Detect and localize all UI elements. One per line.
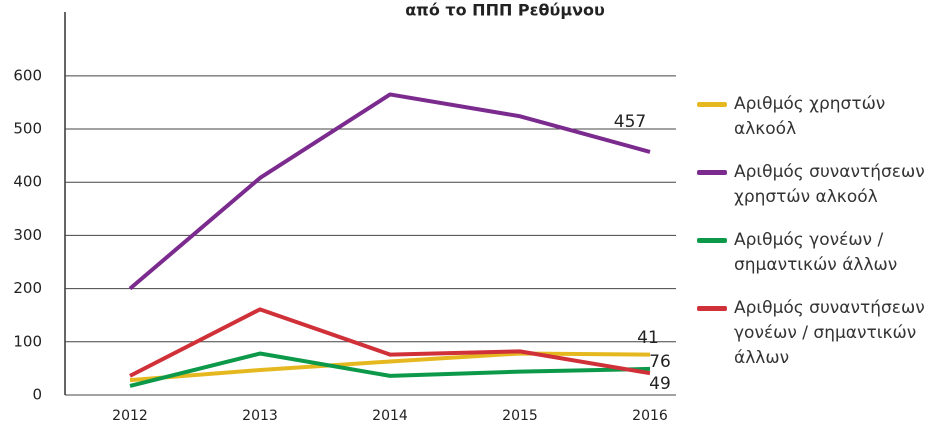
x-tick-label: 2013 [242,408,278,424]
data-label: 41 [637,328,659,348]
series-line [129,351,651,388]
legend-swatch [697,306,727,311]
legend-label: Αριθμός συναντήσεων γονέων / σημαντικών … [734,298,925,368]
data-label: 457 [614,112,646,132]
legend-swatch [697,102,727,107]
y-tick-label: 300 [13,226,42,244]
data-label: 76 [649,352,671,372]
legend: Αριθμός χρηστών αλκοόλ Αριθμός συναντήσεω… [697,92,947,389]
series-line [129,351,651,383]
legend-item: Αριθμός γονέων / σημαντικών άλλων [697,228,947,278]
series-line [128,92,651,291]
y-tick-label: 100 [13,332,42,350]
x-tick-label: 2012 [112,408,148,424]
y-tick-label: 200 [13,279,42,297]
legend-item: Αριθμός χρηστών αλκοόλ [697,92,947,142]
x-tick-label: 2016 [632,408,668,424]
y-tick-label: 400 [13,173,42,191]
y-tick-label: 600 [13,66,42,84]
y-tick-label: 500 [13,120,42,138]
legend-label: Αριθμός γονέων / σημαντικών άλλων [734,230,898,275]
legend-swatch [697,238,727,243]
chart-title: από το ΠΠΠ Ρεθύμνου [405,1,605,20]
legend-swatch [697,170,727,175]
data-label: 49 [649,374,671,394]
legend-label: Αριθμός συναντήσεων χρηστών αλκοόλ [734,162,925,207]
x-tick-label: 2014 [372,408,408,424]
legend-label: Αριθμός χρηστών αλκοόλ [734,94,886,139]
series-line [129,307,651,378]
legend-item: Αριθμός συναντήσεων γονέων / σημαντικών … [697,296,947,371]
x-tick-label: 2015 [502,408,538,424]
legend-item: Αριθμός συναντήσεων χρηστών αλκοόλ [697,160,947,210]
y-tick-label: 0 [32,386,42,404]
